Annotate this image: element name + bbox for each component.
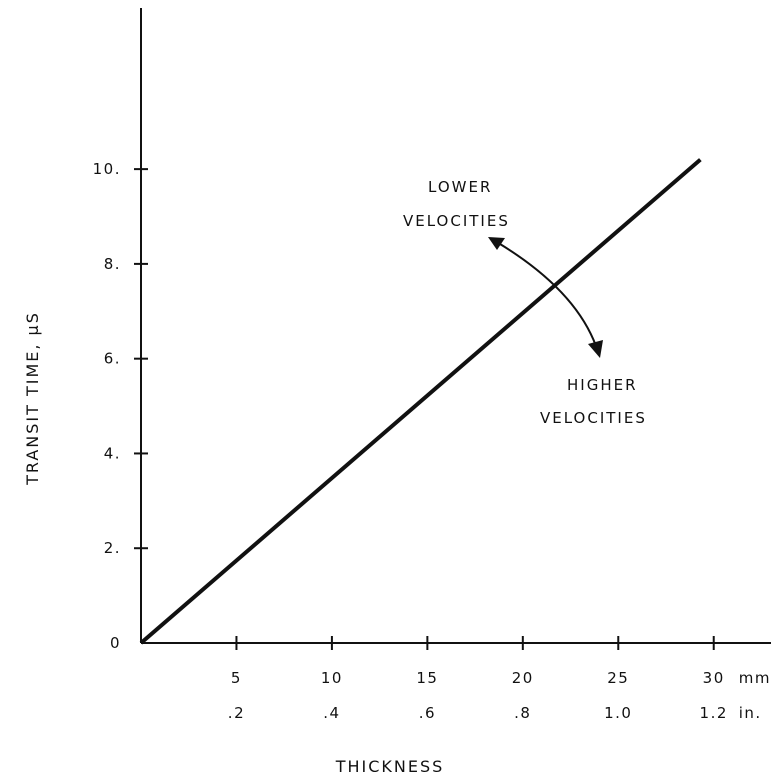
annotation-lower-line1: LOWER [428,178,492,196]
y-ticks: 0 2. 4. 6. 8. 10. [93,160,148,652]
y-tick-label: 10. [93,160,121,178]
x-tick-label-in: .8 [514,704,531,722]
x-tick-label-mm: 30 [703,669,725,687]
velocity-arrow-head-up [488,237,505,250]
x-tick-label-in: 1.2 [700,704,728,722]
series-line [139,158,702,645]
y-tick-label: 8. [104,255,121,273]
x-tick-label-in: .6 [419,704,436,722]
x-tick-label-mm: 15 [416,669,438,687]
y-tick-label: 6. [104,350,121,368]
velocity-arrow-head-down [588,340,603,358]
annotation-lower-line2: VELOCITIES [403,212,510,230]
x-tick-label-mm: 5 [231,669,242,687]
x-tick-label-mm: 25 [607,669,629,687]
y-tick-label: 2. [104,539,121,557]
annotation-higher-line1: HIGHER [567,376,638,394]
velocity-arrow [488,237,603,358]
y-axis-title: TRANSIT TIME, μS [23,311,42,486]
x-tick-label-in: .4 [323,704,340,722]
annotation-higher-line2: VELOCITIES [540,409,647,427]
x-unit-in: in. [739,704,762,722]
x-ticks: 5 .2 10 .4 15 .6 20 .8 25 1.0 30 1.2 [228,636,728,722]
x-tick-label-in: 1.0 [604,704,632,722]
series-layer [139,158,702,645]
x-tick-label-in: .2 [228,704,245,722]
y-tick-label: 4. [104,444,121,462]
x-tick-label-mm: 10 [321,669,343,687]
x-axis-title: THICKNESS [335,757,445,776]
velocity-arrow-curve [499,243,597,347]
y-tick-label: 0 [110,634,121,652]
x-tick-label-mm: 20 [512,669,534,687]
x-unit-mm: mm [739,669,771,687]
